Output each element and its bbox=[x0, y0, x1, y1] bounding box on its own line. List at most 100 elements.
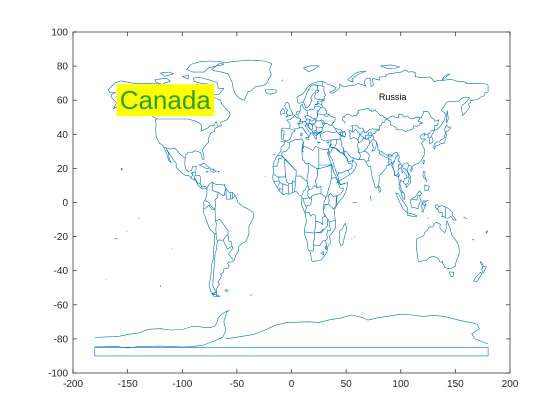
country-border bbox=[352, 129, 365, 139]
coastline bbox=[351, 238, 353, 240]
country-border bbox=[157, 118, 219, 132]
coastline bbox=[395, 192, 408, 213]
coastline bbox=[182, 75, 190, 80]
country-border bbox=[342, 135, 346, 138]
coastline bbox=[473, 271, 483, 283]
country-border bbox=[315, 103, 318, 106]
country-border bbox=[344, 153, 347, 158]
country-border bbox=[346, 157, 348, 161]
country-border bbox=[317, 164, 332, 170]
country-border bbox=[301, 141, 305, 152]
country-border bbox=[351, 157, 354, 164]
country-border bbox=[203, 204, 217, 235]
coastline bbox=[378, 185, 382, 193]
coastline bbox=[249, 294, 253, 296]
country-border bbox=[418, 111, 440, 131]
country-border bbox=[411, 194, 421, 201]
country-border bbox=[320, 119, 325, 124]
country-border bbox=[281, 142, 290, 156]
coastline bbox=[211, 59, 273, 101]
coastline bbox=[421, 199, 429, 213]
coastline bbox=[415, 220, 460, 270]
country-border bbox=[314, 103, 323, 117]
country-border bbox=[298, 122, 301, 125]
y-tick-label: -20 bbox=[54, 232, 69, 243]
coastline bbox=[171, 248, 173, 250]
map-layer bbox=[94, 59, 489, 357]
country-border bbox=[295, 175, 307, 181]
coastline bbox=[223, 184, 226, 186]
country-border bbox=[325, 246, 327, 250]
coastline bbox=[94, 310, 230, 349]
country-border bbox=[364, 134, 368, 140]
x-axis: -200 -150 -100 -50 0 50 100 150 200 bbox=[63, 32, 519, 390]
country-border bbox=[348, 124, 380, 140]
coastline bbox=[406, 212, 418, 218]
country-border bbox=[368, 131, 373, 135]
country-border bbox=[302, 145, 305, 153]
country-border bbox=[316, 132, 321, 136]
coastline bbox=[138, 217, 140, 219]
coastline bbox=[409, 167, 413, 172]
canada-label: Canada bbox=[120, 85, 212, 115]
country-border bbox=[282, 183, 289, 186]
country-border bbox=[338, 181, 346, 186]
country-border bbox=[301, 180, 309, 196]
coastline bbox=[300, 132, 303, 137]
country-border bbox=[334, 138, 338, 148]
country-border bbox=[337, 172, 340, 175]
coastline bbox=[284, 102, 294, 118]
country-border bbox=[297, 111, 300, 119]
country-border bbox=[392, 164, 408, 182]
country-border bbox=[330, 143, 332, 147]
country-border bbox=[357, 130, 365, 141]
country-border bbox=[273, 176, 280, 182]
y-tick-label: 80 bbox=[57, 62, 69, 73]
country-border bbox=[281, 130, 285, 132]
x-tick-label: -150 bbox=[118, 379, 138, 390]
coastline bbox=[485, 230, 488, 234]
coastline bbox=[422, 159, 425, 165]
country-border bbox=[323, 203, 337, 211]
x-tick-label: 200 bbox=[502, 379, 519, 390]
country-border bbox=[313, 131, 321, 136]
country-border bbox=[212, 241, 218, 292]
country-border bbox=[429, 136, 433, 139]
country-border bbox=[304, 196, 312, 213]
coastline bbox=[444, 124, 451, 133]
country-border bbox=[303, 84, 323, 102]
canada-label-background bbox=[116, 84, 215, 117]
country-border bbox=[281, 155, 296, 171]
russia-label: Russia bbox=[379, 92, 407, 102]
country-border bbox=[315, 175, 318, 189]
coastline bbox=[273, 153, 275, 156]
country-border bbox=[357, 137, 370, 153]
coastline bbox=[114, 238, 118, 240]
coastline bbox=[441, 73, 451, 82]
country-border bbox=[211, 291, 217, 297]
x-tick-label: -100 bbox=[172, 379, 192, 390]
coastline bbox=[224, 289, 229, 292]
y-tick-label: -100 bbox=[48, 369, 68, 380]
country-border bbox=[309, 122, 314, 131]
coastline bbox=[264, 89, 277, 95]
country-border bbox=[302, 196, 310, 199]
y-tick-label: -40 bbox=[54, 266, 69, 277]
coastline bbox=[326, 141, 330, 144]
country-border bbox=[303, 198, 308, 207]
country-border bbox=[400, 165, 403, 168]
country-border bbox=[309, 120, 317, 125]
country-border bbox=[226, 195, 236, 200]
x-tick-label: 100 bbox=[392, 379, 409, 390]
coastline bbox=[369, 195, 372, 201]
country-border bbox=[329, 144, 331, 147]
country-border bbox=[306, 186, 322, 199]
y-tick-label: 0 bbox=[62, 198, 68, 209]
country-border bbox=[330, 138, 341, 142]
country-border bbox=[194, 178, 199, 184]
coastline bbox=[198, 163, 211, 169]
country-border bbox=[323, 212, 336, 223]
country-border bbox=[331, 164, 334, 172]
country-border bbox=[402, 166, 410, 179]
